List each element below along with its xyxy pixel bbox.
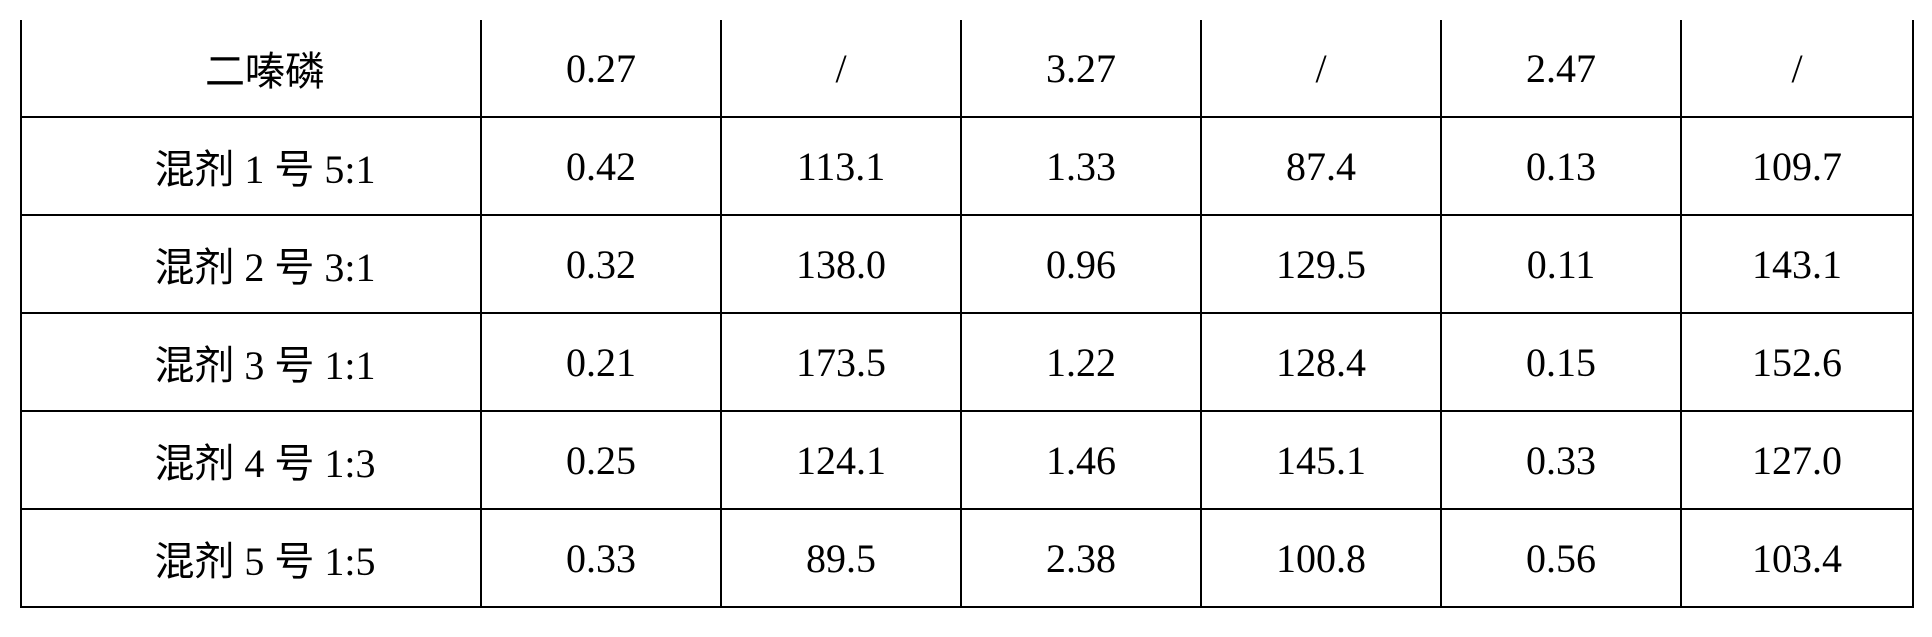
- cell: 103.4: [1681, 509, 1913, 607]
- cell: 109.7: [1681, 117, 1913, 215]
- cell: 128.4: [1201, 313, 1441, 411]
- table-row: 混剂 3 号 1:1 0.21 173.5 1.22 128.4 0.15 15…: [21, 313, 1913, 411]
- cell: 100.8: [1201, 509, 1441, 607]
- table-body: 二嗪磷 0.27 / 3.27 / 2.47 / 混剂 1 号 5:1 0.42…: [21, 20, 1913, 607]
- cell: 2.47: [1441, 20, 1681, 117]
- cell: 0.96: [961, 215, 1201, 313]
- cell: 0.25: [481, 411, 721, 509]
- cell: 138.0: [721, 215, 961, 313]
- cell: 0.56: [1441, 509, 1681, 607]
- cell: 0.33: [1441, 411, 1681, 509]
- table-row: 二嗪磷 0.27 / 3.27 / 2.47 /: [21, 20, 1913, 117]
- cell: 152.6: [1681, 313, 1913, 411]
- cell: 0.21: [481, 313, 721, 411]
- cell: 0.27: [481, 20, 721, 117]
- cell: 0.13: [1441, 117, 1681, 215]
- cell: /: [721, 20, 961, 117]
- row-label: 混剂 3 号 1:1: [21, 313, 481, 411]
- cell: 0.15: [1441, 313, 1681, 411]
- data-table: 二嗪磷 0.27 / 3.27 / 2.47 / 混剂 1 号 5:1 0.42…: [20, 20, 1914, 608]
- cell: 1.46: [961, 411, 1201, 509]
- cell: /: [1681, 20, 1913, 117]
- cell: /: [1201, 20, 1441, 117]
- cell: 89.5: [721, 509, 961, 607]
- cell: 0.42: [481, 117, 721, 215]
- cell: 0.11: [1441, 215, 1681, 313]
- cell: 0.32: [481, 215, 721, 313]
- cell: 3.27: [961, 20, 1201, 117]
- row-label: 混剂 1 号 5:1: [21, 117, 481, 215]
- row-label: 混剂 5 号 1:5: [21, 509, 481, 607]
- cell: 145.1: [1201, 411, 1441, 509]
- cell: 0.33: [481, 509, 721, 607]
- row-label: 混剂 2 号 3:1: [21, 215, 481, 313]
- cell: 1.22: [961, 313, 1201, 411]
- cell: 2.38: [961, 509, 1201, 607]
- table-row: 混剂 1 号 5:1 0.42 113.1 1.33 87.4 0.13 109…: [21, 117, 1913, 215]
- cell: 129.5: [1201, 215, 1441, 313]
- cell: 127.0: [1681, 411, 1913, 509]
- cell: 113.1: [721, 117, 961, 215]
- cell: 87.4: [1201, 117, 1441, 215]
- row-label: 二嗪磷: [21, 20, 481, 117]
- row-label: 混剂 4 号 1:3: [21, 411, 481, 509]
- cell: 143.1: [1681, 215, 1913, 313]
- cell: 173.5: [721, 313, 961, 411]
- table-row: 混剂 5 号 1:5 0.33 89.5 2.38 100.8 0.56 103…: [21, 509, 1913, 607]
- cell: 124.1: [721, 411, 961, 509]
- table-row: 混剂 2 号 3:1 0.32 138.0 0.96 129.5 0.11 14…: [21, 215, 1913, 313]
- cell: 1.33: [961, 117, 1201, 215]
- table-row: 混剂 4 号 1:3 0.25 124.1 1.46 145.1 0.33 12…: [21, 411, 1913, 509]
